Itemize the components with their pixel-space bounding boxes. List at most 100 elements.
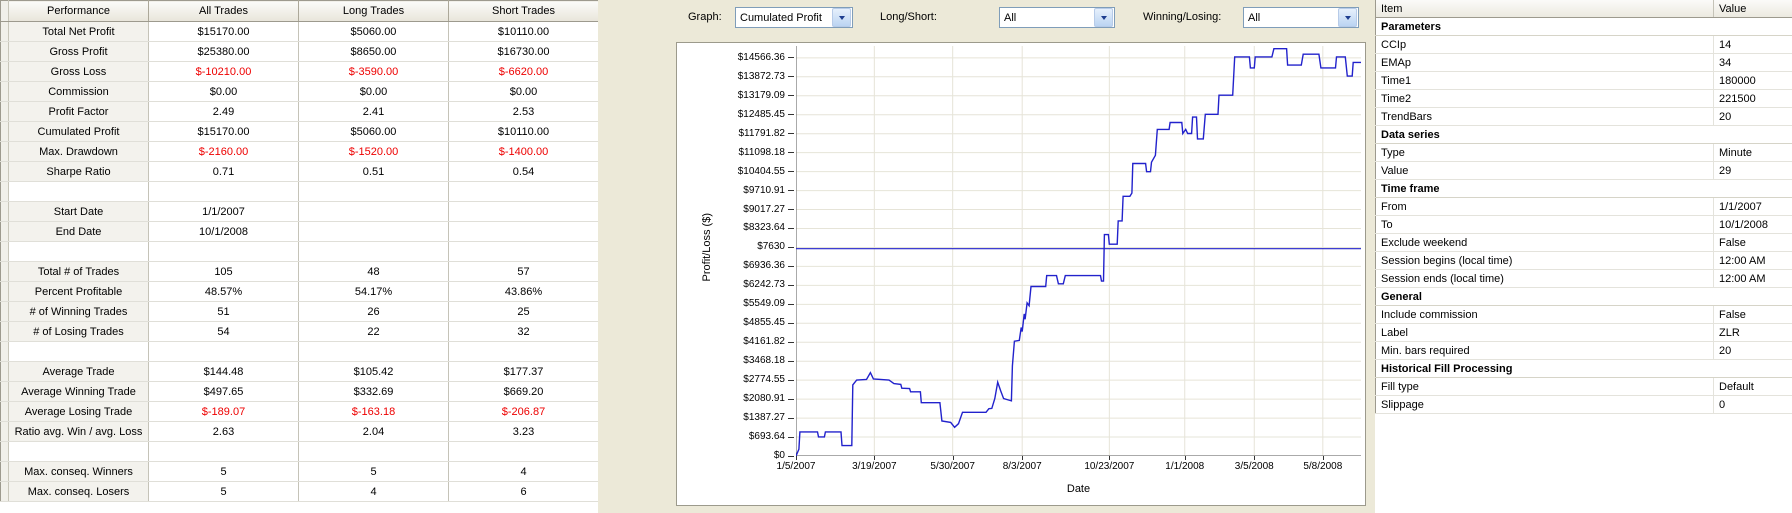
chevron-down-icon [1344, 15, 1351, 20]
property-row: Session begins (local time) 12:00 AM [1375, 251, 1792, 270]
property-label[interactable]: Min. bars required [1375, 341, 1714, 360]
long-short-dropdown[interactable]: All [999, 7, 1115, 28]
metric-value: $332.69 [298, 381, 449, 402]
property-label[interactable]: TrendBars [1375, 107, 1714, 126]
x-axis-tick-label: 5/30/2007 [913, 456, 993, 472]
metric-value: 5 [298, 461, 449, 482]
metric-value: $15170.00 [148, 121, 299, 142]
property-value[interactable]: 10/1/2008 [1713, 215, 1792, 234]
table-row: Cumulated Profit $15170.00 $5060.00 $10110.… [0, 121, 599, 142]
property-row: Type Minute [1375, 143, 1792, 162]
property-label[interactable]: From [1375, 197, 1714, 216]
property-value[interactable]: 1/1/2007 [1713, 197, 1792, 216]
property-value[interactable]: 12:00 AM [1713, 269, 1792, 288]
chevron-down-icon [838, 15, 845, 20]
property-label[interactable]: Session ends (local time) [1375, 269, 1714, 288]
metric-value: 1/1/2007 [148, 201, 299, 222]
column-header[interactable]: Long Trades [298, 0, 449, 22]
property-value[interactable]: 34 [1713, 53, 1792, 72]
property-label[interactable]: Exclude weekend [1375, 233, 1714, 252]
property-label[interactable]: Fill type [1375, 377, 1714, 396]
table-row: Average Winning Trade $497.65 $332.69 $669.… [0, 381, 599, 402]
row-header-strip [0, 441, 9, 462]
property-value[interactable]: 20 [1713, 107, 1792, 126]
metric-value: 54 [148, 321, 299, 342]
metric-value: $-189.07 [148, 401, 299, 422]
property-label[interactable]: Value [1375, 161, 1714, 180]
metric-value: $497.65 [148, 381, 299, 402]
property-label[interactable]: Time2 [1375, 89, 1714, 108]
category-label: Time frame [1375, 179, 1792, 198]
x-axis-tick-label: 1/1/2008 [1145, 456, 1225, 472]
metric-value [148, 181, 299, 202]
property-value[interactable]: 221500 [1713, 89, 1792, 108]
dropdown-button[interactable] [1094, 8, 1113, 27]
metric-value: $8650.00 [298, 41, 449, 62]
row-header-strip [0, 261, 9, 282]
column-header[interactable]: Item [1375, 0, 1714, 18]
property-value[interactable]: 20 [1713, 341, 1792, 360]
metric-value: 0.71 [148, 161, 299, 182]
property-value[interactable]: 29 [1713, 161, 1792, 180]
y-axis-tick-label: $5549.09 [743, 298, 794, 309]
property-value[interactable]: Minute [1713, 143, 1792, 162]
row-header-strip [0, 281, 9, 302]
property-label[interactable]: To [1375, 215, 1714, 234]
metric-label: Percent Profitable [8, 281, 149, 302]
property-value[interactable]: 180000 [1713, 71, 1792, 90]
metric-label: Start Date [8, 201, 149, 222]
column-header[interactable]: Value [1713, 0, 1792, 18]
table-row [0, 241, 599, 262]
metric-value [298, 221, 449, 242]
property-value[interactable]: 12:00 AM [1713, 251, 1792, 270]
property-label[interactable]: Time1 [1375, 71, 1714, 90]
metric-value: 6 [448, 481, 599, 502]
property-row: Fill type Default [1375, 377, 1792, 396]
metric-value: 4 [298, 481, 449, 502]
property-label[interactable]: EMAp [1375, 53, 1714, 72]
property-row: Exclude weekend False [1375, 233, 1792, 252]
property-row: TrendBars 20 [1375, 107, 1792, 126]
performance-table: Performance All Trades Long Trades Short Tr… [0, 0, 599, 502]
metric-label: Total # of Trades [8, 261, 149, 282]
long-short-label: Long/Short: [880, 11, 937, 23]
metric-label: End Date [8, 221, 149, 242]
row-header-strip [0, 221, 9, 242]
property-label[interactable]: CCIp [1375, 35, 1714, 54]
metric-value: $10110.00 [448, 21, 599, 42]
property-value[interactable]: Default [1713, 377, 1792, 396]
property-value[interactable]: 0 [1713, 395, 1792, 414]
dropdown-button[interactable] [832, 8, 851, 27]
table-row: Start Date 1/1/2007 [0, 201, 599, 222]
property-row: To 10/1/2008 [1375, 215, 1792, 234]
x-axis-tick-label: 1/5/2007 [756, 456, 836, 472]
property-label[interactable]: Session begins (local time) [1375, 251, 1714, 270]
metric-label: Cumulated Profit [8, 121, 149, 142]
graph-dropdown[interactable]: Cumulated Profit [735, 7, 853, 28]
column-header[interactable]: Short Trades [448, 0, 599, 22]
winning-losing-dropdown[interactable]: All [1243, 7, 1359, 28]
table-row: Total Net Profit $15170.00 $5060.00 $10110.… [0, 21, 599, 42]
property-row: Label ZLR [1375, 323, 1792, 342]
property-value[interactable]: False [1713, 305, 1792, 324]
row-header-strip [0, 461, 9, 482]
chevron-down-icon [1100, 15, 1107, 20]
metric-label: Max. Drawdown [8, 141, 149, 162]
dropdown-button[interactable] [1338, 8, 1357, 27]
row-header-strip [0, 161, 9, 182]
property-value[interactable]: ZLR [1713, 323, 1792, 342]
property-label[interactable]: Label [1375, 323, 1714, 342]
x-axis-tick-label: 8/3/2007 [982, 456, 1062, 472]
metric-label: Max. conseq. Winners [8, 461, 149, 482]
property-label[interactable]: Slippage [1375, 395, 1714, 414]
property-label[interactable]: Include commission [1375, 305, 1714, 324]
property-value[interactable]: False [1713, 233, 1792, 252]
column-header[interactable]: All Trades [148, 0, 299, 22]
metric-label [8, 441, 149, 462]
property-label[interactable]: Type [1375, 143, 1714, 162]
metric-value: 10/1/2008 [148, 221, 299, 242]
property-value[interactable]: 14 [1713, 35, 1792, 54]
metric-value: 5 [148, 481, 299, 502]
metric-value: 22 [298, 321, 449, 342]
column-header[interactable]: Performance [8, 0, 149, 22]
